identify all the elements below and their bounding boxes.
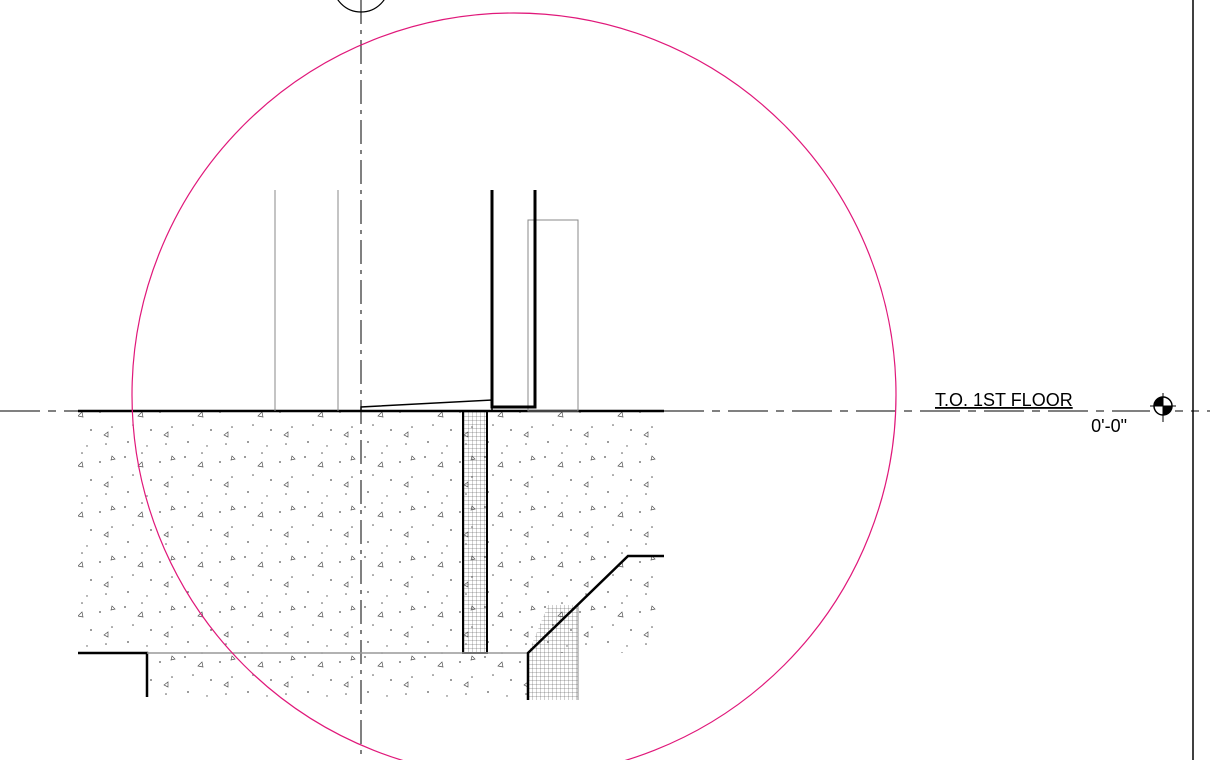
wall-outline (527, 219, 579, 412)
level-symbol (1150, 393, 1176, 422)
slab-edge (526, 554, 664, 700)
insulation (462, 410, 488, 654)
level-elevation: 0'-0" (1091, 416, 1127, 436)
callout-circle (131, 12, 897, 760)
grid-bubble (337, 0, 385, 13)
insulation (528, 605, 578, 700)
wall (490, 190, 537, 409)
footing (78, 651, 149, 697)
concrete (147, 653, 528, 697)
level-name: T.O. 1ST FLOOR (935, 390, 1073, 410)
threshold (360, 399, 493, 412)
